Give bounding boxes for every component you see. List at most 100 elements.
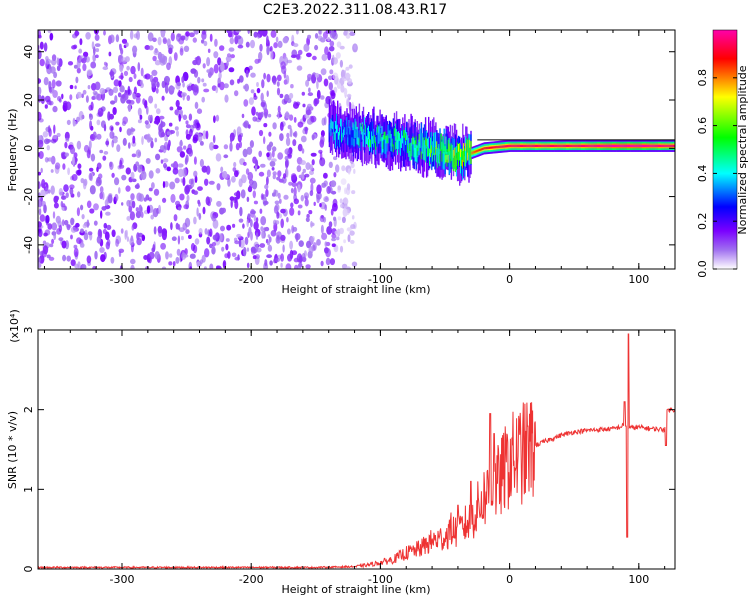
noise-blob — [250, 208, 256, 218]
noise-blob — [343, 31, 348, 36]
signal-cell — [474, 150, 476, 153]
signal-cell — [425, 139, 428, 147]
noise-blob — [337, 216, 342, 221]
signal-cell — [501, 145, 503, 148]
noise-blob — [235, 142, 240, 151]
noise-blob — [152, 37, 157, 43]
noise-blob — [130, 171, 135, 180]
noise-blob — [61, 195, 67, 200]
noise-blob — [285, 159, 289, 169]
signal-cell — [635, 144, 638, 147]
noise-blob — [161, 95, 165, 101]
signal-cell — [529, 144, 531, 147]
noise-blob — [233, 192, 239, 197]
y-tick-label: 2 — [22, 406, 35, 413]
noise-blob — [336, 41, 342, 48]
noise-blob — [64, 141, 68, 149]
noise-blob — [144, 100, 148, 109]
noise-blob — [189, 128, 193, 137]
signal-cell — [365, 122, 368, 141]
signal-cell — [644, 144, 646, 147]
noise-blob — [327, 51, 332, 61]
signal-cell — [377, 129, 379, 148]
noise-blob — [94, 250, 98, 260]
noise-blob — [237, 44, 244, 49]
noise-blob — [204, 178, 209, 186]
signal-cell — [659, 144, 661, 147]
noise-blob — [58, 98, 62, 103]
noise-blob — [47, 223, 53, 230]
signal-cell — [596, 144, 598, 147]
signal-cell — [447, 154, 449, 163]
noise-blob — [193, 170, 198, 178]
noise-blob — [260, 226, 264, 232]
noise-blob — [266, 90, 269, 97]
signal-cell — [577, 144, 580, 147]
signal-cell — [500, 145, 502, 148]
noise-blob — [320, 260, 324, 267]
noise-blob — [95, 48, 100, 53]
noise-blob — [77, 191, 81, 198]
noise-blob — [238, 238, 242, 248]
y-tick-label: -20 — [22, 188, 35, 206]
signal-cell — [351, 108, 353, 140]
noise-blob — [305, 79, 310, 87]
noise-blob — [44, 104, 48, 109]
noise-blob — [74, 263, 79, 269]
noise-blob — [103, 222, 108, 229]
signal-cell — [345, 120, 347, 138]
noise-blob — [62, 254, 67, 262]
noise-blob — [329, 30, 336, 39]
signal-cell — [466, 138, 468, 156]
signal-cell — [470, 141, 472, 159]
noise-blob — [196, 108, 203, 114]
noise-blob — [192, 123, 198, 129]
noise-blob — [112, 86, 119, 94]
signal-cell — [381, 126, 383, 134]
noise-blob — [82, 180, 87, 190]
noise-blob — [175, 200, 181, 206]
noise-blob — [87, 85, 91, 90]
noise-blob — [103, 30, 106, 36]
signal-cell — [360, 129, 363, 160]
signal-cell — [413, 137, 415, 156]
noise-blob — [289, 240, 293, 250]
noise-blob — [353, 168, 356, 174]
noise-blob — [294, 130, 298, 138]
signal-cell — [405, 133, 407, 142]
signal-cell — [414, 140, 416, 149]
noise-blob — [238, 75, 244, 83]
x-tick-label: -300 — [110, 273, 135, 286]
noise-blob — [130, 258, 136, 265]
noise-blob — [96, 166, 99, 173]
noise-blob — [139, 114, 143, 120]
noise-blob — [348, 64, 353, 69]
noise-blob — [69, 187, 74, 196]
noise-blob — [163, 141, 169, 151]
signal-cell — [658, 144, 660, 147]
noise-blob — [58, 188, 63, 196]
noise-blob — [73, 244, 78, 249]
noise-blob — [285, 137, 291, 147]
noise-blob — [38, 262, 42, 268]
noise-blob — [119, 65, 124, 72]
signal-cell — [552, 144, 554, 147]
noise-blob — [62, 163, 66, 170]
signal-cell — [584, 144, 586, 147]
signal-cell — [626, 144, 628, 147]
signal-cell — [364, 129, 367, 148]
signal-cell — [352, 122, 354, 131]
signal-cell — [396, 137, 399, 155]
signal-cell — [431, 132, 433, 150]
noise-blob — [209, 263, 214, 269]
noise-blob — [282, 244, 285, 253]
noise-blob — [239, 206, 243, 217]
noise-blob — [206, 236, 211, 245]
noise-blob — [331, 190, 337, 195]
noise-blob — [161, 55, 168, 65]
noise-blob — [109, 113, 114, 120]
noise-blob — [183, 45, 190, 52]
noise-blob — [311, 74, 317, 84]
noise-blob — [124, 230, 127, 240]
noise-blob — [286, 216, 289, 223]
